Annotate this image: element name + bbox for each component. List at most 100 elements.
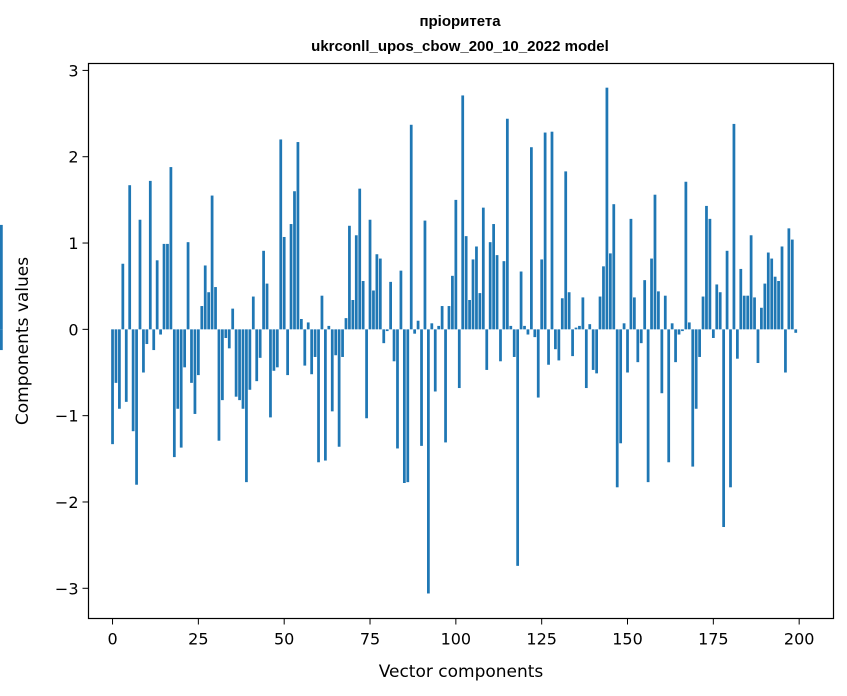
bar (152, 329, 156, 351)
bar (547, 329, 550, 365)
x-axis-label: Vector components (379, 662, 544, 682)
bar (334, 329, 338, 356)
bar (200, 306, 204, 330)
bar (787, 228, 791, 330)
bar (773, 276, 777, 330)
bar (612, 204, 616, 330)
x-tick-label: 50 (274, 630, 294, 649)
bar (183, 329, 187, 368)
bar (454, 199, 458, 330)
bar (179, 329, 183, 448)
bar (536, 329, 540, 398)
bar (471, 259, 475, 330)
bar (650, 258, 653, 330)
bar (341, 329, 344, 357)
bar (512, 329, 516, 357)
bar (639, 329, 643, 344)
bar (420, 329, 423, 446)
chart-subtitle: ukrconll_upos_cbow_200_10_2022 model (311, 38, 609, 55)
bar (674, 329, 677, 363)
bar (313, 329, 317, 357)
bar (564, 171, 568, 330)
bar (114, 329, 118, 383)
bar (457, 329, 461, 389)
bar (766, 252, 770, 330)
y-axis-ticks: −3 −2 −1 0 1 2 3 (55, 61, 89, 598)
bar (399, 270, 403, 330)
bar (670, 323, 674, 330)
bar (660, 329, 664, 394)
bar (221, 329, 224, 401)
bar (571, 329, 574, 357)
bar (667, 329, 671, 463)
bar (581, 297, 585, 330)
bar (567, 292, 571, 330)
bar (286, 329, 289, 376)
bar (238, 329, 241, 401)
bar (557, 329, 561, 361)
bar (131, 329, 135, 432)
bar (657, 291, 660, 330)
bar (148, 180, 152, 330)
bar (351, 300, 355, 330)
y-tick-label: −1 (55, 407, 79, 426)
bar (365, 329, 368, 419)
bar (591, 329, 595, 370)
bar (176, 329, 180, 409)
bar (214, 287, 217, 330)
bar (358, 188, 362, 330)
bar (375, 254, 379, 330)
bar (368, 219, 372, 330)
y-tick-label: 0 (68, 320, 78, 339)
bar (633, 297, 636, 330)
bar (722, 329, 726, 528)
bar (584, 329, 588, 389)
bar (578, 325, 581, 330)
bar (348, 225, 351, 330)
bar (478, 293, 482, 330)
bar (533, 329, 537, 338)
bar (186, 242, 190, 330)
bar (763, 283, 767, 330)
bar (475, 246, 478, 330)
bar (427, 329, 430, 594)
bar (262, 250, 265, 330)
bar (653, 194, 657, 330)
bar (626, 329, 629, 373)
bar (560, 298, 564, 330)
bar (162, 243, 166, 330)
bar (337, 329, 341, 447)
bar (269, 329, 272, 418)
bars-group (0, 87, 798, 594)
bar (687, 322, 691, 330)
bar (409, 124, 413, 330)
bar (711, 329, 715, 338)
bar (320, 295, 324, 330)
bar (193, 329, 197, 414)
x-tick-label: 0 (107, 630, 117, 649)
bar (166, 243, 169, 330)
bar (378, 258, 382, 330)
y-tick-label: −2 (55, 493, 79, 512)
bar (155, 260, 159, 330)
bar (396, 329, 399, 449)
bar (344, 318, 348, 330)
bar (523, 325, 526, 330)
bar (142, 329, 145, 373)
bar (451, 275, 454, 330)
bar (248, 329, 252, 390)
bar (207, 292, 211, 330)
bar (145, 329, 149, 345)
bar (468, 300, 471, 330)
bar (746, 295, 750, 330)
bar (296, 142, 300, 330)
bar (231, 308, 235, 330)
bar (275, 329, 279, 368)
bar (234, 329, 238, 397)
bar (461, 95, 465, 330)
bar (272, 329, 276, 371)
y-axis-label: Components values (13, 257, 33, 425)
bar (502, 261, 506, 330)
bar (694, 329, 698, 409)
